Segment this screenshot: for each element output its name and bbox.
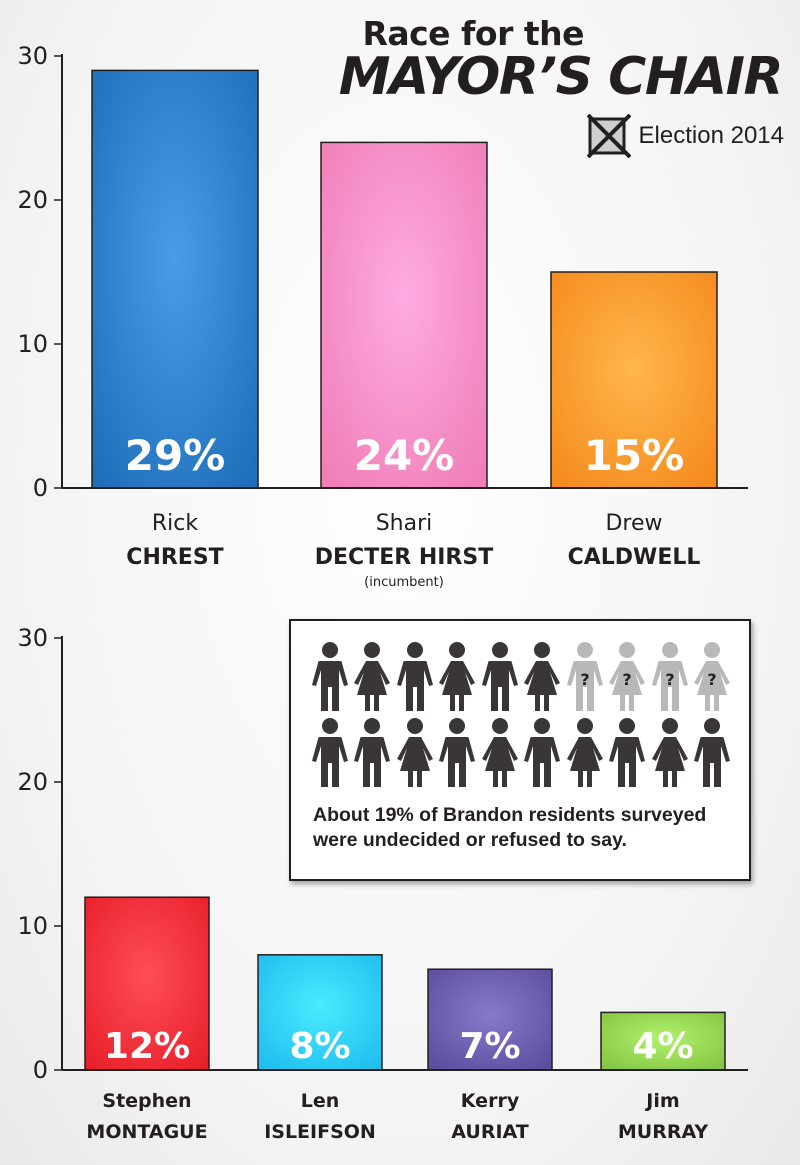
- candidate-last-name: DECTER HIRST: [315, 545, 493, 570]
- candidate-first-name: Kerry: [461, 1090, 520, 1112]
- female-person-icon: [651, 718, 688, 787]
- male-person-icon: [439, 718, 476, 787]
- candidate-first-name: Drew: [605, 511, 662, 536]
- female-person-icon: [524, 642, 561, 711]
- male-person-icon: [481, 642, 518, 711]
- candidate-first-name: Rick: [152, 511, 198, 536]
- female-person-icon: [354, 642, 391, 711]
- bar-montague: [84, 896, 210, 1071]
- bar-isleifson: [257, 954, 383, 1071]
- bar-value-label: 7%: [459, 1026, 520, 1067]
- male-person-icon: [693, 718, 730, 787]
- candidate-last-name: ISLEIFSON: [264, 1121, 376, 1143]
- undecided-text-line-1: About 19% of Brandon residents surveyed: [313, 804, 707, 826]
- bar-value-label: 4%: [632, 1026, 693, 1067]
- y-tick-label: 0: [33, 474, 48, 502]
- candidate-first-name: Stephen: [102, 1090, 191, 1112]
- candidate-last-name: CHREST: [126, 545, 223, 570]
- people-row: ????: [311, 641, 731, 713]
- male-person-icon: [524, 718, 561, 787]
- female-person-icon: [439, 642, 476, 711]
- male-person-icon: [312, 718, 348, 787]
- people-row: [311, 717, 731, 789]
- question-mark: ?: [622, 670, 631, 689]
- male-person-icon: [396, 642, 433, 711]
- y-tick-label: 30: [17, 42, 48, 70]
- undecided-female-person-icon: ?: [609, 642, 646, 711]
- y-tick-label: 20: [17, 768, 48, 796]
- bar-value-label: 24%: [354, 431, 455, 480]
- title-line-1: Race for the: [362, 14, 584, 53]
- female-person-icon: [481, 718, 518, 787]
- undecided-male-person-icon: ?: [651, 642, 688, 711]
- bar-value-label: 29%: [125, 431, 226, 480]
- candidate-last-name: MURRAY: [618, 1121, 708, 1143]
- y-tick-label: 10: [17, 912, 48, 940]
- election-tag: Election 2014: [586, 114, 784, 158]
- bar-decter-hirst: [320, 141, 488, 489]
- chart-title: Race for the MAYOR’S CHAIR: [338, 14, 784, 107]
- y-tick-label: 10: [17, 330, 48, 358]
- candidate-first-name: Jim: [644, 1090, 679, 1112]
- candidate-first-name: Shari: [376, 511, 433, 536]
- undecided-text: About 19% of Brandon residents surveyed …: [313, 803, 743, 853]
- undecided-callout: ???? About 19% of Brandon residents surv…: [289, 619, 751, 881]
- candidate-last-name: CALDWELL: [568, 545, 701, 570]
- candidate-last-name: AURIAT: [451, 1121, 528, 1143]
- election-label: Election 2014: [638, 122, 784, 149]
- bar-value-label: 15%: [584, 431, 685, 480]
- ballot-checkbox-icon: [586, 114, 631, 158]
- male-person-icon: [609, 718, 646, 787]
- female-person-icon: [396, 718, 433, 787]
- question-mark: ?: [580, 670, 589, 689]
- male-person-icon: [354, 718, 391, 787]
- bar-auriat: [427, 968, 553, 1071]
- bar-caldwell: [550, 271, 718, 489]
- female-person-icon: [566, 718, 603, 787]
- male-person-icon: [312, 642, 348, 711]
- question-mark: ?: [707, 670, 716, 689]
- candidate-last-name: MONTAGUE: [86, 1121, 207, 1143]
- people-grid: ????: [311, 641, 731, 793]
- y-tick-label: 0: [33, 1056, 48, 1084]
- title-line-2: MAYOR’S CHAIR: [338, 47, 784, 107]
- bar-value-label: 8%: [289, 1026, 350, 1067]
- undecided-male-person-icon: ?: [566, 642, 603, 711]
- question-mark: ?: [665, 670, 674, 689]
- top-bar-chart: 0 10 20 30 29% Rick CHREST 24% Shari DECTER HIRST…: [17, 42, 748, 590]
- bar-value-label: 12%: [104, 1026, 190, 1067]
- candidate-first-name: Len: [301, 1090, 340, 1112]
- undecided-female-person-icon: ?: [693, 642, 730, 711]
- undecided-text-line-2: were undecided or refused to say.: [313, 829, 627, 851]
- y-tick-label: 30: [17, 624, 48, 652]
- bar-chrest: [91, 69, 259, 489]
- y-tick-label: 20: [17, 186, 48, 214]
- candidate-note: (incumbent): [364, 575, 444, 590]
